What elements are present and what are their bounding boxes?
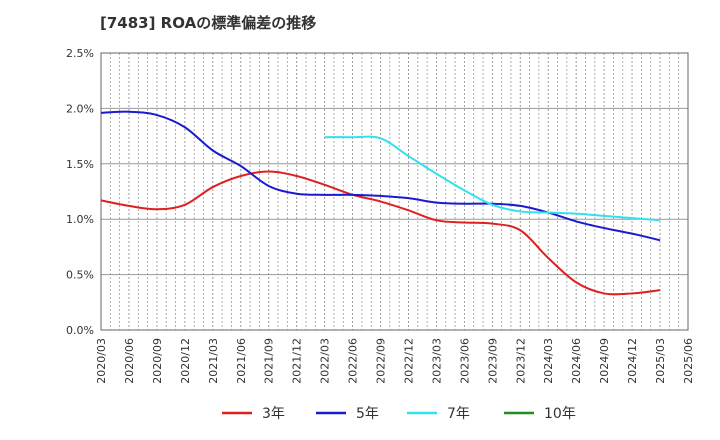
- x-tick-label: 2021/12: [291, 338, 304, 384]
- y-axis: 0.0% 0.5% 1.0% 1.5% 2.0% 2.5%: [66, 47, 94, 337]
- x-axis: 2020/03 2020/06 2020/09 2020/12 2021/03 2021/…: [95, 338, 695, 384]
- x-tick-label: 2020/09: [151, 338, 164, 384]
- series-line-1: [100, 110, 661, 242]
- x-tick-label: 2024/09: [598, 338, 611, 384]
- x-tick-label: 2023/06: [458, 338, 471, 384]
- x-tick-label: 2021/03: [207, 338, 220, 384]
- x-tick-label: 2022/06: [347, 338, 360, 384]
- x-tick-label: 2022/12: [402, 338, 415, 384]
- grid: [101, 52, 689, 331]
- x-tick-label: 2022/03: [319, 338, 332, 384]
- x-tick-label: 2020/03: [95, 338, 108, 384]
- series-line-0: [100, 170, 661, 296]
- x-tick-label: 2023/12: [514, 338, 527, 384]
- y-tick-label: 0.0%: [66, 324, 94, 337]
- y-tick-label: 2.0%: [66, 102, 94, 115]
- legend-label-1: 5年: [356, 406, 379, 422]
- x-tick-label: 2024/12: [626, 338, 639, 384]
- x-tick-label: 2022/09: [375, 338, 388, 384]
- legend: 3年 5年 7年 10年: [222, 406, 576, 422]
- legend-label-0: 3年: [262, 406, 285, 422]
- x-tick-label: 2024/06: [570, 338, 583, 384]
- y-tick-label: 2.5%: [66, 47, 94, 60]
- x-tick-label: 2021/06: [235, 338, 248, 384]
- x-tick-label: 2025/06: [682, 338, 695, 384]
- series-line-2: [324, 135, 661, 222]
- y-tick-label: 0.5%: [66, 269, 94, 282]
- y-tick-label: 1.5%: [66, 158, 94, 171]
- x-tick-label: 2020/06: [123, 338, 136, 384]
- legend-label-2: 7年: [447, 406, 470, 422]
- chart-title: [7483] ROAの標準偏差の推移: [100, 14, 316, 32]
- series: [100, 110, 661, 296]
- x-tick-label: 2023/09: [486, 338, 499, 384]
- plot-frame: [100, 52, 689, 331]
- x-tick-label: 2024/03: [542, 338, 555, 384]
- x-tick-label: 2025/03: [654, 338, 667, 384]
- y-tick-label: 1.0%: [66, 213, 94, 226]
- x-tick-label: 2023/03: [430, 338, 443, 384]
- x-tick-label: 2020/12: [179, 338, 192, 384]
- x-tick-label: 2021/09: [263, 338, 276, 384]
- legend-label-3: 10年: [544, 406, 576, 422]
